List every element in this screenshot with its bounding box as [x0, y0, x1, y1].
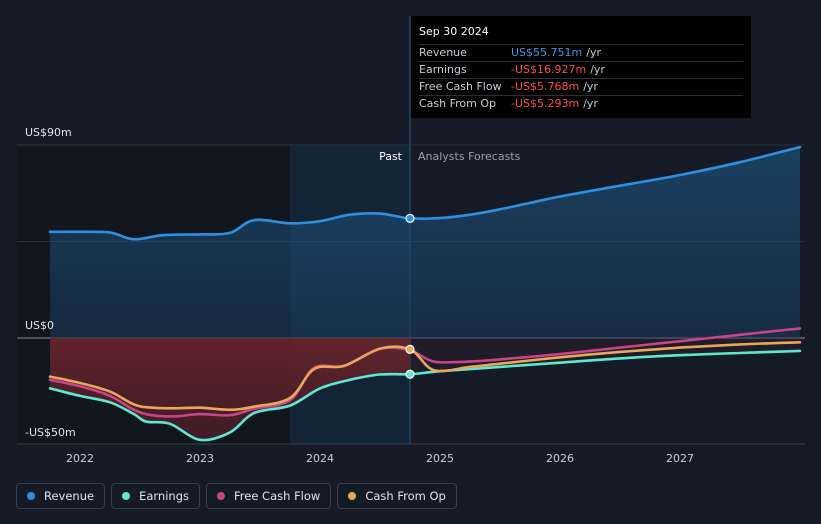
y-tick-label: US$90m [25, 126, 72, 139]
series-lines [48, 145, 802, 442]
legend-item-revenue[interactable]: Revenue [16, 483, 106, 509]
cash-from-op-dot-icon [348, 492, 357, 500]
tooltip-row-revenue: Revenue US$55.751m /yr [419, 44, 743, 61]
x-tick-label: 2027 [666, 452, 694, 465]
tooltip-label: Cash From Op [419, 97, 497, 110]
legend-label: Free Cash Flow [234, 489, 321, 503]
tooltip-unit: /yr [583, 97, 598, 110]
point-revenue [405, 213, 415, 223]
tooltip-date: Sep 30 2024 [419, 25, 489, 38]
tooltip-unit: /yr [590, 63, 605, 76]
x-tick-label: 2023 [186, 452, 214, 465]
tooltip-value: US$55.751m [511, 46, 583, 59]
legend: Revenue Earnings Free Cash Flow Cash Fro… [16, 483, 457, 509]
series-line-revenue [48, 145, 802, 241]
x-tick-label: 2022 [66, 452, 94, 465]
legend-item-cash-from-op[interactable]: Cash From Op [337, 483, 457, 509]
tooltip-label: Free Cash Flow [419, 80, 502, 93]
tooltip-row-earnings: Earnings -US$16.927m /yr [419, 61, 743, 78]
point-earnings [405, 369, 415, 379]
revenue-area [50, 147, 800, 338]
earnings-dot-icon [122, 492, 131, 500]
legend-label: Cash From Op [365, 489, 446, 503]
tooltip-label: Earnings [419, 63, 467, 76]
earnings-area [50, 338, 410, 441]
legend-item-free-cash-flow[interactable]: Free Cash Flow [206, 483, 332, 509]
y-tick-label: US$0 [25, 319, 54, 332]
tooltip-value: -US$5.293m [511, 97, 580, 110]
tooltip-unit: /yr [586, 46, 601, 59]
revenue-dot-icon [27, 492, 35, 500]
legend-label: Revenue [44, 489, 95, 503]
legend-item-earnings[interactable]: Earnings [111, 483, 200, 509]
forecast-label: Analysts Forecasts [418, 150, 521, 163]
y-tick-label: -US$50m [25, 426, 76, 439]
past-label: Past [379, 150, 403, 163]
point-cash-from-op [405, 344, 415, 354]
axis-labels: US$90m US$0 -US$50m 2022 2023 2024 2025 2026 202… [25, 126, 694, 465]
x-tick-label: 2026 [546, 452, 574, 465]
tooltip-value: -US$16.927m [511, 63, 587, 76]
area-fills [50, 147, 800, 441]
tooltip-label: Revenue [419, 46, 467, 59]
tooltip-row-free-cash-flow: Free Cash Flow -US$5.768m /yr [419, 78, 743, 95]
x-tick-label: 2024 [306, 452, 334, 465]
x-tick-label: 2025 [426, 452, 454, 465]
tooltip-row-cash-from-op: Cash From Op -US$5.293m /yr [419, 95, 743, 112]
series-line-earnings [48, 349, 802, 442]
legend-label: Earnings [139, 489, 189, 503]
series-line-cash-from-op [48, 341, 802, 412]
tooltip-value: -US$5.768m [511, 80, 580, 93]
tooltip: Sep 30 2024 Revenue US$55.751m /yr Earni… [411, 16, 751, 118]
tooltip-unit: /yr [583, 80, 598, 93]
highlight-points [405, 213, 415, 379]
free-cash-flow-dot-icon [217, 492, 225, 500]
